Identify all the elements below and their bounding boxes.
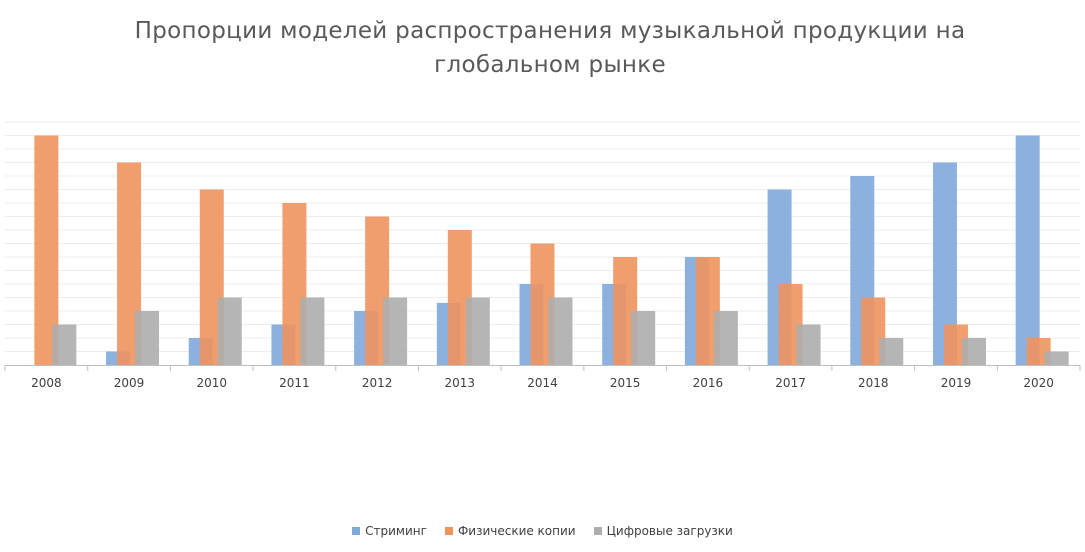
bar-downloads bbox=[465, 297, 490, 365]
bar-downloads bbox=[383, 297, 408, 365]
chart-title: Пропорции моделей распространения музыка… bbox=[134, 18, 966, 78]
x-tick-label: 2011 bbox=[279, 376, 310, 390]
bar-downloads bbox=[631, 311, 656, 365]
x-tick-label: 2013 bbox=[445, 376, 476, 390]
bar-downloads bbox=[135, 311, 160, 365]
x-tick-label: 2010 bbox=[196, 376, 227, 390]
legend-label-physical: Физические копии bbox=[457, 524, 576, 538]
bar-downloads bbox=[1044, 351, 1069, 365]
bar-downloads bbox=[217, 297, 242, 365]
bar-downloads bbox=[961, 338, 986, 365]
bar-downloads bbox=[548, 297, 573, 365]
legend-swatch-streaming bbox=[352, 527, 361, 535]
x-tick-label: 2018 bbox=[858, 376, 889, 390]
bar-downloads bbox=[796, 324, 821, 365]
x-tick-label: 2015 bbox=[610, 376, 641, 390]
x-tick-label: 2014 bbox=[527, 376, 558, 390]
bar-downloads bbox=[713, 311, 738, 365]
bar-downloads bbox=[52, 324, 77, 365]
x-tick-label: 2019 bbox=[941, 376, 972, 390]
bar-downloads bbox=[300, 297, 325, 365]
legend-item-physical: Физические копии bbox=[444, 524, 576, 538]
x-tick-label: 2017 bbox=[775, 376, 806, 390]
legend-swatch-downloads bbox=[593, 527, 602, 535]
legend-item-downloads: Цифровые загрузки bbox=[593, 524, 733, 538]
x-tick-label: 2020 bbox=[1023, 376, 1054, 390]
legend-label-downloads: Цифровые загрузки bbox=[606, 524, 733, 538]
x-tick-label: 2016 bbox=[693, 376, 724, 390]
legend-label-streaming: Стриминг bbox=[365, 524, 427, 538]
bar-physical bbox=[117, 162, 142, 365]
legend-swatch-physical bbox=[444, 527, 453, 535]
legend-item-streaming: Стриминг bbox=[352, 524, 427, 538]
x-tick-label: 2008 bbox=[31, 376, 62, 390]
x-tick-label: 2009 bbox=[114, 376, 145, 390]
x-tick-label: 2012 bbox=[362, 376, 393, 390]
bar-streaming bbox=[1015, 135, 1040, 365]
bar-downloads bbox=[879, 338, 904, 365]
chart-legend: Стриминг Физические копии Цифровые загру… bbox=[0, 524, 1085, 538]
